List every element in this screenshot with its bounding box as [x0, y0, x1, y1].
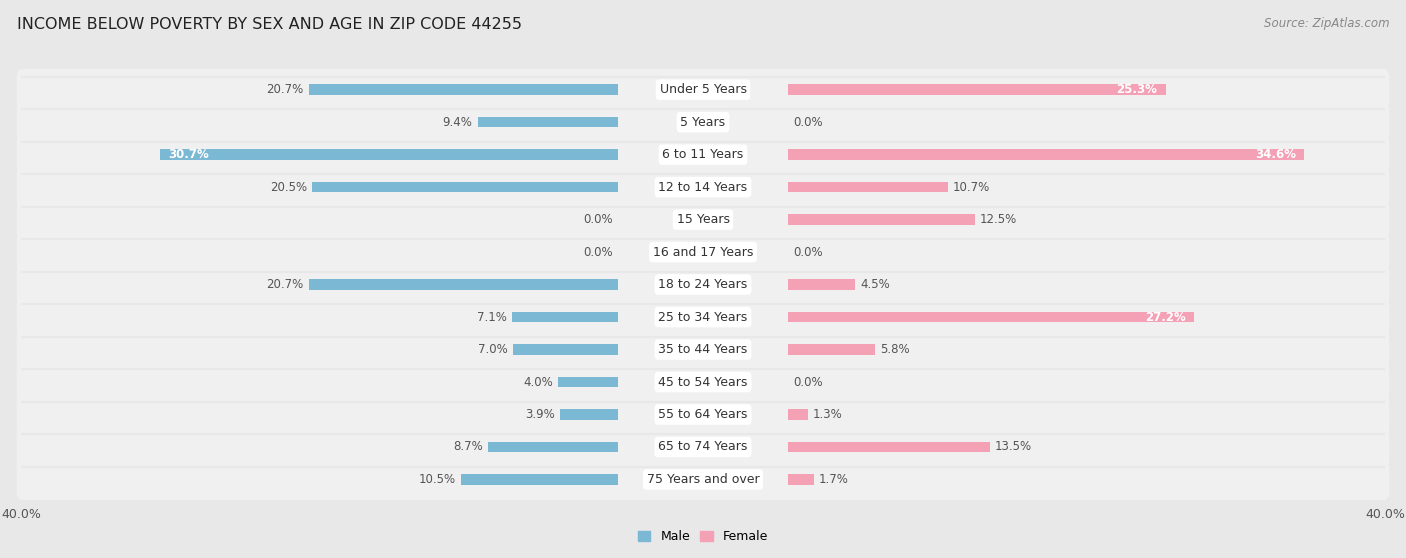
- FancyBboxPatch shape: [17, 329, 1389, 370]
- Text: 4.0%: 4.0%: [523, 376, 553, 388]
- Bar: [789, 150, 1305, 160]
- FancyBboxPatch shape: [17, 232, 1389, 273]
- Text: 5 Years: 5 Years: [681, 116, 725, 129]
- Text: 0.0%: 0.0%: [583, 246, 613, 258]
- Text: Source: ZipAtlas.com: Source: ZipAtlas.com: [1264, 17, 1389, 30]
- Text: 35 to 44 Years: 35 to 44 Years: [658, 343, 748, 356]
- Text: 0.0%: 0.0%: [793, 376, 823, 388]
- Text: 13.5%: 13.5%: [994, 440, 1032, 454]
- Text: 34.6%: 34.6%: [1254, 148, 1296, 161]
- Text: 8.7%: 8.7%: [453, 440, 482, 454]
- FancyBboxPatch shape: [17, 199, 1389, 240]
- Text: 5.8%: 5.8%: [880, 343, 910, 356]
- Bar: [558, 377, 617, 387]
- Text: 45 to 54 Years: 45 to 54 Years: [658, 376, 748, 388]
- FancyBboxPatch shape: [17, 166, 1389, 208]
- Bar: [312, 182, 617, 193]
- Bar: [488, 442, 617, 452]
- Text: 55 to 64 Years: 55 to 64 Years: [658, 408, 748, 421]
- Text: 1.3%: 1.3%: [813, 408, 842, 421]
- FancyBboxPatch shape: [17, 134, 1389, 175]
- Text: 20.7%: 20.7%: [267, 278, 304, 291]
- Text: 20.7%: 20.7%: [267, 83, 304, 96]
- Text: 15 Years: 15 Years: [676, 213, 730, 226]
- Bar: [789, 182, 948, 193]
- FancyBboxPatch shape: [17, 264, 1389, 305]
- Text: 10.7%: 10.7%: [953, 181, 990, 194]
- Text: INCOME BELOW POVERTY BY SEX AND AGE IN ZIP CODE 44255: INCOME BELOW POVERTY BY SEX AND AGE IN Z…: [17, 17, 522, 32]
- Text: 25.3%: 25.3%: [1116, 83, 1157, 96]
- FancyBboxPatch shape: [17, 69, 1389, 110]
- Bar: [560, 410, 617, 420]
- Legend: Male, Female: Male, Female: [633, 525, 773, 548]
- Bar: [789, 344, 875, 355]
- FancyBboxPatch shape: [17, 362, 1389, 403]
- Text: 0.0%: 0.0%: [793, 116, 823, 129]
- Text: 20.5%: 20.5%: [270, 181, 307, 194]
- Text: Under 5 Years: Under 5 Years: [659, 83, 747, 96]
- Text: 1.7%: 1.7%: [818, 473, 849, 486]
- Bar: [461, 474, 617, 485]
- Bar: [160, 150, 617, 160]
- Bar: [789, 410, 807, 420]
- Text: 9.4%: 9.4%: [443, 116, 472, 129]
- Text: 7.0%: 7.0%: [478, 343, 508, 356]
- FancyBboxPatch shape: [17, 459, 1389, 500]
- Text: 0.0%: 0.0%: [793, 246, 823, 258]
- FancyBboxPatch shape: [17, 296, 1389, 338]
- Text: 3.9%: 3.9%: [524, 408, 554, 421]
- Bar: [309, 280, 617, 290]
- Text: 6 to 11 Years: 6 to 11 Years: [662, 148, 744, 161]
- Text: 30.7%: 30.7%: [169, 148, 209, 161]
- Bar: [789, 442, 990, 452]
- Text: 10.5%: 10.5%: [419, 473, 456, 486]
- Bar: [789, 84, 1166, 95]
- Bar: [789, 312, 1194, 323]
- Bar: [789, 280, 855, 290]
- Text: 7.1%: 7.1%: [477, 311, 506, 324]
- Text: 18 to 24 Years: 18 to 24 Years: [658, 278, 748, 291]
- FancyBboxPatch shape: [17, 426, 1389, 468]
- FancyBboxPatch shape: [17, 102, 1389, 143]
- Text: 65 to 74 Years: 65 to 74 Years: [658, 440, 748, 454]
- FancyBboxPatch shape: [17, 394, 1389, 435]
- Text: 0.0%: 0.0%: [583, 213, 613, 226]
- Bar: [789, 474, 814, 485]
- Text: 75 Years and over: 75 Years and over: [647, 473, 759, 486]
- Text: 25 to 34 Years: 25 to 34 Years: [658, 311, 748, 324]
- Text: 27.2%: 27.2%: [1144, 311, 1185, 324]
- Text: 12.5%: 12.5%: [980, 213, 1017, 226]
- Bar: [478, 117, 617, 127]
- Bar: [512, 312, 617, 323]
- Text: 12 to 14 Years: 12 to 14 Years: [658, 181, 748, 194]
- Bar: [789, 214, 974, 225]
- Bar: [513, 344, 617, 355]
- Bar: [309, 84, 617, 95]
- Text: 16 and 17 Years: 16 and 17 Years: [652, 246, 754, 258]
- Text: 4.5%: 4.5%: [860, 278, 890, 291]
